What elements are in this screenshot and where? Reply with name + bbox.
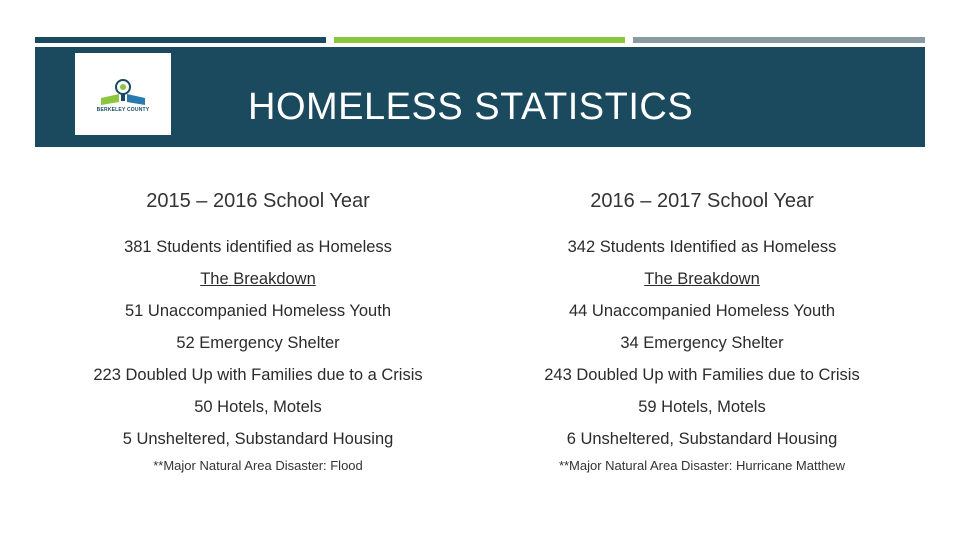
list-item: 52 Emergency Shelter <box>176 334 340 352</box>
accent-bar-gray <box>633 37 925 43</box>
accent-bar-green <box>334 37 625 43</box>
page-title: HOMELESS STATISTICS <box>248 86 694 128</box>
list-item: 243 Doubled Up with Families due to Cris… <box>544 366 860 384</box>
disaster-note: **Major Natural Area Disaster: Flood <box>153 458 363 473</box>
list-item: 223 Doubled Up with Families due to a Cr… <box>93 366 423 384</box>
logo: BERKELEY COUNTY <box>75 53 171 135</box>
column-2015-2016: 2015 – 2016 School Year 381 Students ide… <box>48 190 468 477</box>
list-item: 6 Unsheltered, Substandard Housing <box>566 430 838 448</box>
disaster-note: **Major Natural Area Disaster: Hurricane… <box>558 458 846 473</box>
list-item: 5 Unsheltered, Substandard Housing <box>122 430 394 448</box>
total-homeless: 381 Students identified as Homeless <box>124 238 392 256</box>
list-item: 59 Hotels, Motels <box>638 398 766 416</box>
list-item: 51 Unaccompanied Homeless Youth <box>124 302 391 320</box>
list-item: 34 Emergency Shelter <box>620 334 784 352</box>
column-heading: 2015 – 2016 School Year <box>146 190 370 212</box>
total-homeless: 342 Students Identified as Homeless <box>567 238 837 256</box>
column-2016-2017: 2016 – 2017 School Year 342 Students Ide… <box>492 190 912 477</box>
list-item: 50 Hotels, Motels <box>194 398 322 416</box>
breakdown-label: The Breakdown <box>200 270 316 288</box>
breakdown-label: The Breakdown <box>644 270 760 288</box>
list-item: 44 Unaccompanied Homeless Youth <box>568 302 835 320</box>
school-logo-icon <box>101 78 145 105</box>
logo-text: BERKELEY COUNTY <box>96 106 150 113</box>
accent-bar-navy <box>35 37 326 43</box>
column-heading: 2016 – 2017 School Year <box>590 190 814 212</box>
title-banner <box>35 47 925 147</box>
